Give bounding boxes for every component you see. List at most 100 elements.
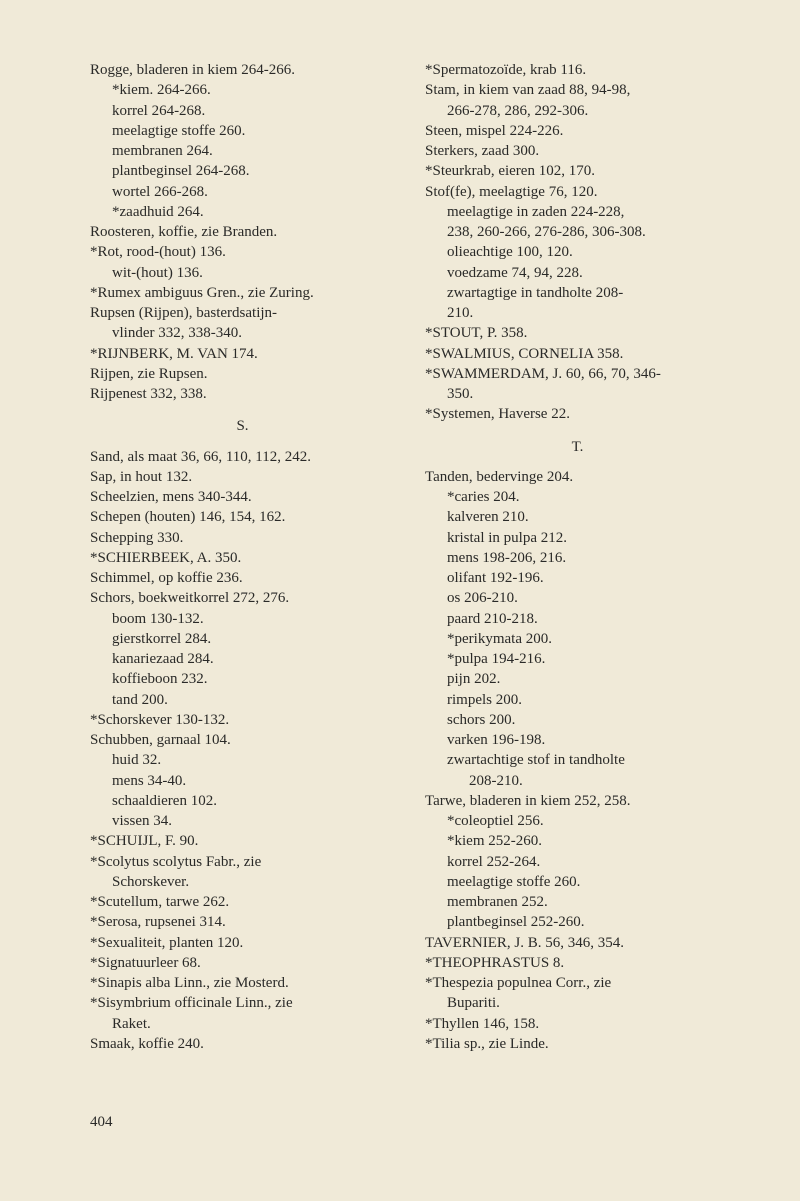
index-entry: *Spermatozoïde, krab 116. xyxy=(425,60,730,80)
index-entry: voedzame 74, 94, 228. xyxy=(447,263,730,283)
section-heading: T. xyxy=(425,437,730,457)
index-entry: *kiem 252-260. xyxy=(447,831,730,851)
index-entry: Schimmel, op koffie 236. xyxy=(90,568,395,588)
index-entry: *Sisymbrium officinale Linn., zie xyxy=(90,993,395,1013)
index-entry: vlinder 332, 338-340. xyxy=(112,323,395,343)
index-entry: *coleoptiel 256. xyxy=(447,811,730,831)
index-entry: *caries 204. xyxy=(447,487,730,507)
index-entry: Stof(fe), meelagtige 76, 120. xyxy=(425,182,730,202)
index-entry: kalveren 210. xyxy=(447,507,730,527)
index-entry: pijn 202. xyxy=(447,669,730,689)
index-entry: Sterkers, zaad 300. xyxy=(425,141,730,161)
index-entry: 208-210. xyxy=(469,771,730,791)
index-page: Rogge, bladeren in kiem 264-266.*kiem. 2… xyxy=(0,0,800,1201)
index-entry: 210. xyxy=(447,303,730,323)
index-entry: mens 34-40. xyxy=(112,771,395,791)
index-entry: membranen 264. xyxy=(112,141,395,161)
index-entry: Rijpenest 332, 338. xyxy=(90,384,395,404)
index-entry: plantbeginsel 252-260. xyxy=(447,912,730,932)
index-entry: 266-278, 286, 292-306. xyxy=(447,101,730,121)
index-entry: vissen 34. xyxy=(112,811,395,831)
index-entry: Schors, boekweitkorrel 272, 276. xyxy=(90,588,395,608)
left-column: Rogge, bladeren in kiem 264-266.*kiem. 2… xyxy=(90,60,395,1054)
index-entry: Raket. xyxy=(112,1014,395,1034)
index-entry: TAVERNIER, J. B. 56, 346, 354. xyxy=(425,933,730,953)
index-entry: wortel 266-268. xyxy=(112,182,395,202)
index-entry: huid 32. xyxy=(112,750,395,770)
index-entry: Tanden, bedervinge 204. xyxy=(425,467,730,487)
index-entry: olieachtige 100, 120. xyxy=(447,242,730,262)
right-column: *Spermatozoïde, krab 116.Stam, in kiem v… xyxy=(425,60,730,1054)
index-entry: Tarwe, bladeren in kiem 252, 258. xyxy=(425,791,730,811)
index-entry: plantbeginsel 264-268. xyxy=(112,161,395,181)
index-entry: *Sexualiteit, planten 120. xyxy=(90,933,395,953)
index-entry: *Thyllen 146, 158. xyxy=(425,1014,730,1034)
columns: Rogge, bladeren in kiem 264-266.*kiem. 2… xyxy=(90,60,730,1054)
index-entry: kristal in pulpa 212. xyxy=(447,528,730,548)
index-entry: boom 130-132. xyxy=(112,609,395,629)
index-entry: *Systemen, Haverse 22. xyxy=(425,404,730,424)
index-entry: korrel 252-264. xyxy=(447,852,730,872)
index-entry: *RIJNBERK, M. VAN 174. xyxy=(90,344,395,364)
index-entry: meelagtige stoffe 260. xyxy=(447,872,730,892)
index-entry: *pulpa 194-216. xyxy=(447,649,730,669)
index-entry: *Rumex ambiguus Gren., zie Zuring. xyxy=(90,283,395,303)
index-entry: Rupsen (Rijpen), basterdsatijn- xyxy=(90,303,395,323)
index-entry: *zaadhuid 264. xyxy=(112,202,395,222)
index-entry: Bupariti. xyxy=(447,993,730,1013)
index-entry: zwartachtige stof in tandholte xyxy=(447,750,730,770)
index-entry: 350. xyxy=(447,384,730,404)
index-entry: kanariezaad 284. xyxy=(112,649,395,669)
index-entry: Sap, in hout 132. xyxy=(90,467,395,487)
index-entry: schors 200. xyxy=(447,710,730,730)
page-number: 404 xyxy=(90,1114,113,1131)
index-entry: *Sinapis alba Linn., zie Mosterd. xyxy=(90,973,395,993)
index-entry: mens 198-206, 216. xyxy=(447,548,730,568)
index-entry: *kiem. 264-266. xyxy=(112,80,395,100)
index-entry: Sand, als maat 36, 66, 110, 112, 242. xyxy=(90,447,395,467)
index-entry: *Steurkrab, eieren 102, 170. xyxy=(425,161,730,181)
index-entry: rimpels 200. xyxy=(447,690,730,710)
index-entry: korrel 264-268. xyxy=(112,101,395,121)
index-entry: Rogge, bladeren in kiem 264-266. xyxy=(90,60,395,80)
index-entry: Schepping 330. xyxy=(90,528,395,548)
index-entry: *Scolytus scolytus Fabr., zie xyxy=(90,852,395,872)
index-entry: *Scutellum, tarwe 262. xyxy=(90,892,395,912)
index-entry: Schorskever. xyxy=(112,872,395,892)
index-entry: Roosteren, koffie, zie Branden. xyxy=(90,222,395,242)
index-entry: *SWALMIUS, CORNELIA 358. xyxy=(425,344,730,364)
index-entry: *Schorskever 130-132. xyxy=(90,710,395,730)
index-entry: *Signatuurleer 68. xyxy=(90,953,395,973)
index-entry: tand 200. xyxy=(112,690,395,710)
index-entry: koffieboon 232. xyxy=(112,669,395,689)
index-entry: os 206-210. xyxy=(447,588,730,608)
index-entry: wit-(hout) 136. xyxy=(112,263,395,283)
index-entry: Schubben, garnaal 104. xyxy=(90,730,395,750)
index-entry: paard 210-218. xyxy=(447,609,730,629)
index-entry: schaaldieren 102. xyxy=(112,791,395,811)
index-entry: *Rot, rood-(hout) 136. xyxy=(90,242,395,262)
index-entry: *SWAMMERDAM, J. 60, 66, 70, 346- xyxy=(425,364,730,384)
index-entry: meelagtige stoffe 260. xyxy=(112,121,395,141)
index-entry: Steen, mispel 224-226. xyxy=(425,121,730,141)
index-entry: Rijpen, zie Rupsen. xyxy=(90,364,395,384)
index-entry: Smaak, koffie 240. xyxy=(90,1034,395,1054)
index-entry: Scheelzien, mens 340-344. xyxy=(90,487,395,507)
index-entry: meelagtige in zaden 224-228, xyxy=(447,202,730,222)
index-entry: membranen 252. xyxy=(447,892,730,912)
index-entry: *perikymata 200. xyxy=(447,629,730,649)
index-entry: Stam, in kiem van zaad 88, 94-98, xyxy=(425,80,730,100)
index-entry: *Tilia sp., zie Linde. xyxy=(425,1034,730,1054)
index-entry: Schepen (houten) 146, 154, 162. xyxy=(90,507,395,527)
index-entry: varken 196-198. xyxy=(447,730,730,750)
index-entry: *THEOPHRASTUS 8. xyxy=(425,953,730,973)
index-entry: gierstkorrel 284. xyxy=(112,629,395,649)
section-heading: S. xyxy=(90,416,395,436)
index-entry: zwartagtige in tandholte 208- xyxy=(447,283,730,303)
index-entry: olifant 192-196. xyxy=(447,568,730,588)
index-entry: 238, 260-266, 276-286, 306-308. xyxy=(447,222,730,242)
index-entry: *Thespezia populnea Corr., zie xyxy=(425,973,730,993)
index-entry: *Serosa, rupsenei 314. xyxy=(90,912,395,932)
index-entry: *SCHIERBEEK, A. 350. xyxy=(90,548,395,568)
index-entry: *STOUT, P. 358. xyxy=(425,323,730,343)
